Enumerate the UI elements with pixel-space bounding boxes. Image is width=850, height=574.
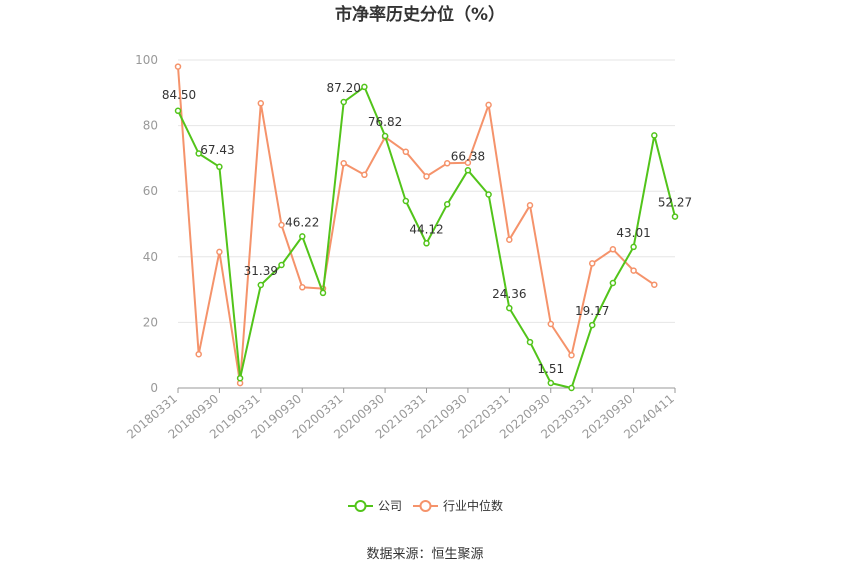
industry-median-point bbox=[443, 160, 451, 167]
industry-median-point bbox=[506, 236, 513, 243]
data-label: 44.12 bbox=[409, 222, 443, 236]
data-label: 67.43 bbox=[200, 143, 234, 157]
industry-median-point bbox=[361, 171, 368, 179]
industry-median-point bbox=[216, 248, 223, 256]
company-point bbox=[443, 201, 451, 208]
y-tick-label: 100 bbox=[135, 53, 158, 67]
company-point bbox=[361, 83, 368, 91]
industry-median-point bbox=[609, 246, 617, 253]
data-label: 87.20 bbox=[326, 81, 360, 95]
legend-company-marker bbox=[354, 500, 367, 512]
industry-median-point bbox=[526, 202, 534, 209]
company-point bbox=[423, 240, 430, 247]
data-label: 31.39 bbox=[244, 264, 278, 278]
industry-median-point bbox=[651, 281, 658, 288]
company-point bbox=[464, 167, 472, 174]
legend-industry-label: 行业中位数 bbox=[443, 498, 503, 513]
company-point bbox=[485, 191, 492, 198]
data-label: 1.51 bbox=[537, 362, 564, 376]
y-tick-label: 60 bbox=[143, 184, 158, 198]
data-label: 19.17 bbox=[575, 304, 609, 318]
company-point bbox=[588, 321, 596, 329]
company-point bbox=[299, 233, 306, 240]
company-point bbox=[651, 132, 658, 139]
company-point bbox=[671, 213, 679, 220]
data-label: 46.22 bbox=[285, 215, 319, 229]
company-point bbox=[630, 243, 637, 251]
legend-item-industry-median[interactable]: 行业中位数 bbox=[413, 498, 503, 513]
company-point bbox=[402, 197, 410, 205]
company-point bbox=[568, 384, 575, 392]
industry-median-point bbox=[257, 100, 265, 107]
company-point bbox=[340, 98, 347, 106]
industry-median-point bbox=[568, 351, 575, 359]
industry-median-point bbox=[464, 159, 472, 166]
series-industry-median bbox=[174, 63, 658, 387]
company-point bbox=[257, 281, 265, 289]
data-label: 84.50 bbox=[162, 88, 196, 102]
industry-median-point bbox=[278, 221, 285, 229]
chart-title: 市净率历史分位（%） bbox=[335, 4, 505, 25]
company-line bbox=[177, 85, 676, 389]
industry-median-point bbox=[423, 173, 430, 180]
industry-median-point bbox=[547, 320, 555, 328]
company-point bbox=[526, 338, 534, 346]
series-layer bbox=[174, 63, 679, 392]
legend-item-company[interactable]: 公司 bbox=[348, 499, 402, 513]
industry-median-point bbox=[588, 260, 596, 267]
data-labels: 84.50 67.43 31.39 46.22 87.20 76.82 44.12 66.38… bbox=[162, 81, 692, 376]
company-point bbox=[174, 107, 182, 115]
company-point bbox=[547, 379, 555, 387]
source-text: 数据来源：恒生聚源 bbox=[366, 547, 483, 562]
industry-median-point bbox=[174, 63, 182, 70]
y-tick-label: 40 bbox=[143, 250, 158, 264]
industry-median-point bbox=[630, 267, 637, 274]
y-tick-label: 80 bbox=[143, 119, 158, 133]
series-company bbox=[174, 83, 679, 392]
industry-median-point bbox=[340, 160, 347, 167]
data-label: 43.01 bbox=[616, 226, 650, 240]
company-point bbox=[278, 261, 285, 269]
company-point bbox=[195, 150, 202, 157]
industry-median-point bbox=[402, 148, 410, 156]
industry-median-point bbox=[485, 101, 492, 109]
company-point bbox=[609, 279, 617, 287]
company-point bbox=[319, 289, 327, 297]
legend: 公司 行业中位数 bbox=[348, 498, 503, 513]
y-axis: 0 20 40 60 80 100 bbox=[135, 53, 158, 395]
company-point bbox=[506, 304, 513, 312]
industry-median-point bbox=[195, 350, 202, 358]
data-label: 66.38 bbox=[451, 149, 485, 163]
data-label: 76.82 bbox=[368, 115, 402, 129]
legend-company-label: 公司 bbox=[378, 499, 402, 513]
company-point bbox=[216, 163, 223, 171]
company-point bbox=[236, 374, 244, 382]
data-label: 24.36 bbox=[492, 287, 526, 301]
x-axis: 2018033120180930201903312019093020200331… bbox=[124, 387, 677, 442]
company-point bbox=[381, 132, 389, 140]
legend-industry-marker bbox=[419, 500, 432, 512]
industry-median-line bbox=[177, 66, 655, 385]
data-label: 52.27 bbox=[658, 196, 692, 210]
industry-median-point bbox=[299, 284, 306, 291]
y-tick-label: 0 bbox=[150, 381, 158, 395]
y-tick-label: 20 bbox=[143, 315, 158, 329]
